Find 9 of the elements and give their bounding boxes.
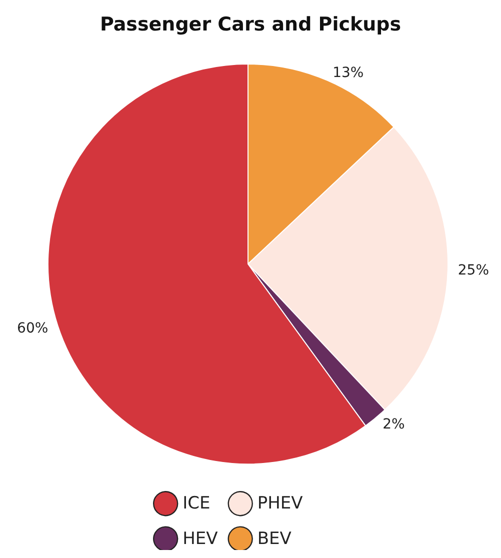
legend-label: BEV bbox=[257, 528, 292, 549]
data-label: 25% bbox=[458, 262, 490, 279]
legend-label: ICE bbox=[182, 494, 210, 514]
legend-label: PHEV bbox=[257, 494, 304, 514]
data-label: 60% bbox=[17, 320, 48, 336]
chart-title: Passenger Cars and Pickups bbox=[100, 14, 402, 36]
data-label: 13% bbox=[332, 65, 364, 82]
legend-label: HEV bbox=[182, 528, 218, 549]
data-label: 2% bbox=[382, 416, 405, 432]
